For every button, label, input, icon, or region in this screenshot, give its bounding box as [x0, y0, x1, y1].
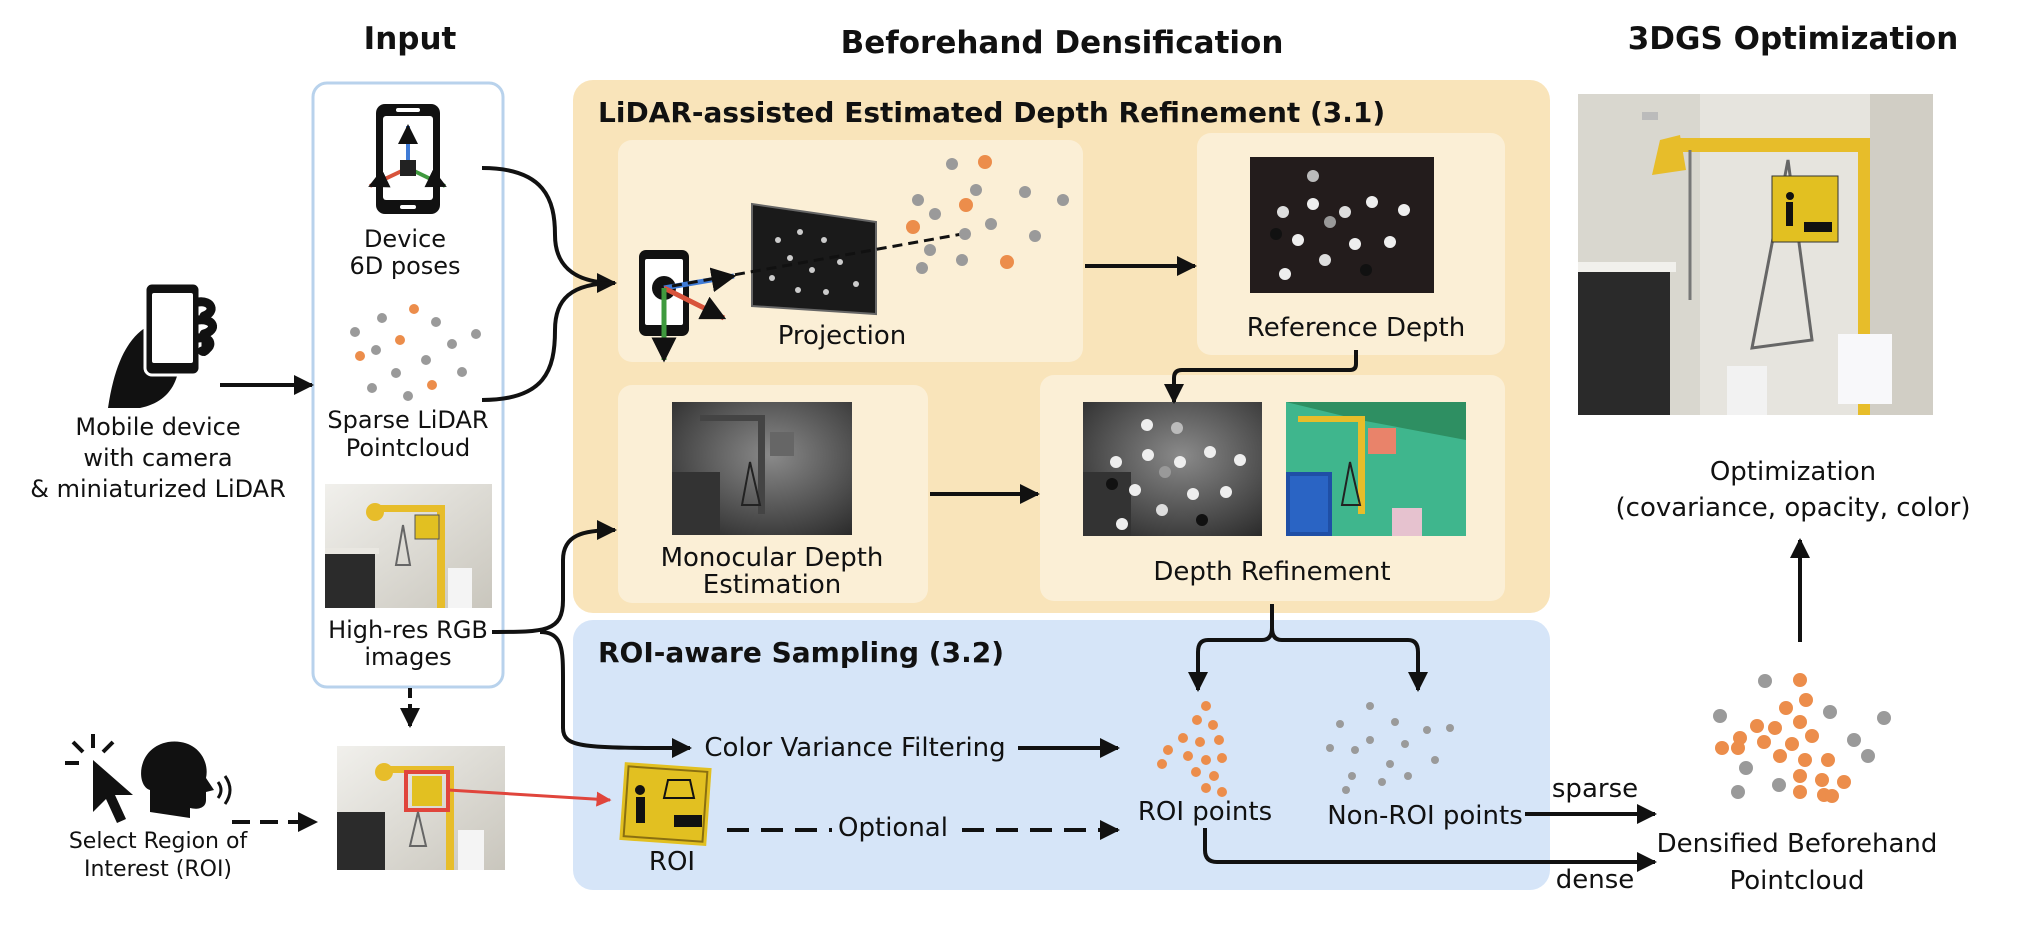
- projection-label: Projection: [778, 321, 907, 351]
- dense-label: dense: [1556, 865, 1635, 895]
- optimization-label-2: (covariance, opacity, color): [1616, 493, 1971, 523]
- select-roi-label-2: Interest (ROI): [84, 857, 232, 882]
- sparse-lidar-label: Sparse LiDAR: [327, 406, 488, 434]
- select-roi-label: Select Region of: [69, 829, 249, 854]
- densified-label: Densified Beforehand: [1657, 829, 1938, 859]
- monocular-label-2: Estimation: [703, 570, 841, 600]
- hand-phone-icon: [108, 281, 217, 408]
- beforehand-heading: Beforehand Densification: [841, 25, 1284, 61]
- sparse-lidar-points: [350, 304, 481, 401]
- phone-pose-icon: [368, 104, 447, 214]
- roi-label: ROI: [649, 847, 695, 877]
- mobile-device-label-2: with camera: [83, 444, 232, 472]
- device-poses-label: Device: [364, 225, 446, 253]
- optimization-label: Optimization: [1710, 457, 1876, 487]
- input-heading: Input: [364, 21, 457, 57]
- densified-pointcloud: [1713, 673, 1891, 803]
- image-plane: [751, 202, 877, 316]
- rgb-images-label: High-res RGB: [328, 616, 488, 644]
- roi-selection-thumbnail: [337, 746, 505, 870]
- densified-label-2: Pointcloud: [1730, 866, 1865, 896]
- optimization-heading: 3DGS Optimization: [1628, 21, 1959, 57]
- color-variance-label: Color Variance Filtering: [704, 733, 1005, 763]
- roi-sign-icon: [619, 762, 712, 846]
- speaking-head-icon: [141, 741, 232, 818]
- projection-ray: [671, 232, 963, 288]
- sparse-lidar-label-2: Pointcloud: [346, 434, 471, 462]
- rgb-image-thumbnail: [325, 484, 492, 608]
- rgb-images-label-2: images: [364, 643, 451, 671]
- optional-label: Optional: [838, 813, 948, 843]
- rendered-scene-image: [1578, 94, 1933, 415]
- non-roi-points-cluster: [1326, 702, 1454, 794]
- roi-highlight-arrow: [447, 788, 612, 807]
- reference-depth-label: Reference Depth: [1247, 313, 1465, 343]
- roi-points-cluster: [1157, 701, 1227, 797]
- roi-panel-title: ROI-aware Sampling (3.2): [598, 636, 1004, 669]
- projection-phone-icon: [639, 250, 737, 363]
- cursor-click-icon: [65, 734, 133, 823]
- mobile-device-label: Mobile device: [75, 413, 240, 441]
- projection-3d-points: [906, 155, 1069, 274]
- flow-arrows: [220, 166, 1810, 872]
- refined-depth-image: [1083, 402, 1262, 536]
- depth-refinement-label: Depth Refinement: [1153, 557, 1390, 587]
- monocular-label: Monocular Depth: [661, 543, 884, 573]
- lidar-panel-title: LiDAR-assisted Estimated Depth Refinemen…: [598, 96, 1385, 129]
- device-poses-label-2: 6D poses: [349, 252, 460, 280]
- roi-points-label: ROI points: [1138, 797, 1272, 827]
- non-roi-points-label: Non-ROI points: [1327, 801, 1523, 831]
- monocular-depth-image: [672, 402, 852, 535]
- segmentation-image: [1286, 402, 1466, 536]
- roi-panel: [573, 620, 1550, 890]
- sparse-label: sparse: [1552, 774, 1638, 804]
- mobile-device-label-3: & miniaturized LiDAR: [30, 475, 286, 503]
- reference-depth-image: [1250, 157, 1434, 293]
